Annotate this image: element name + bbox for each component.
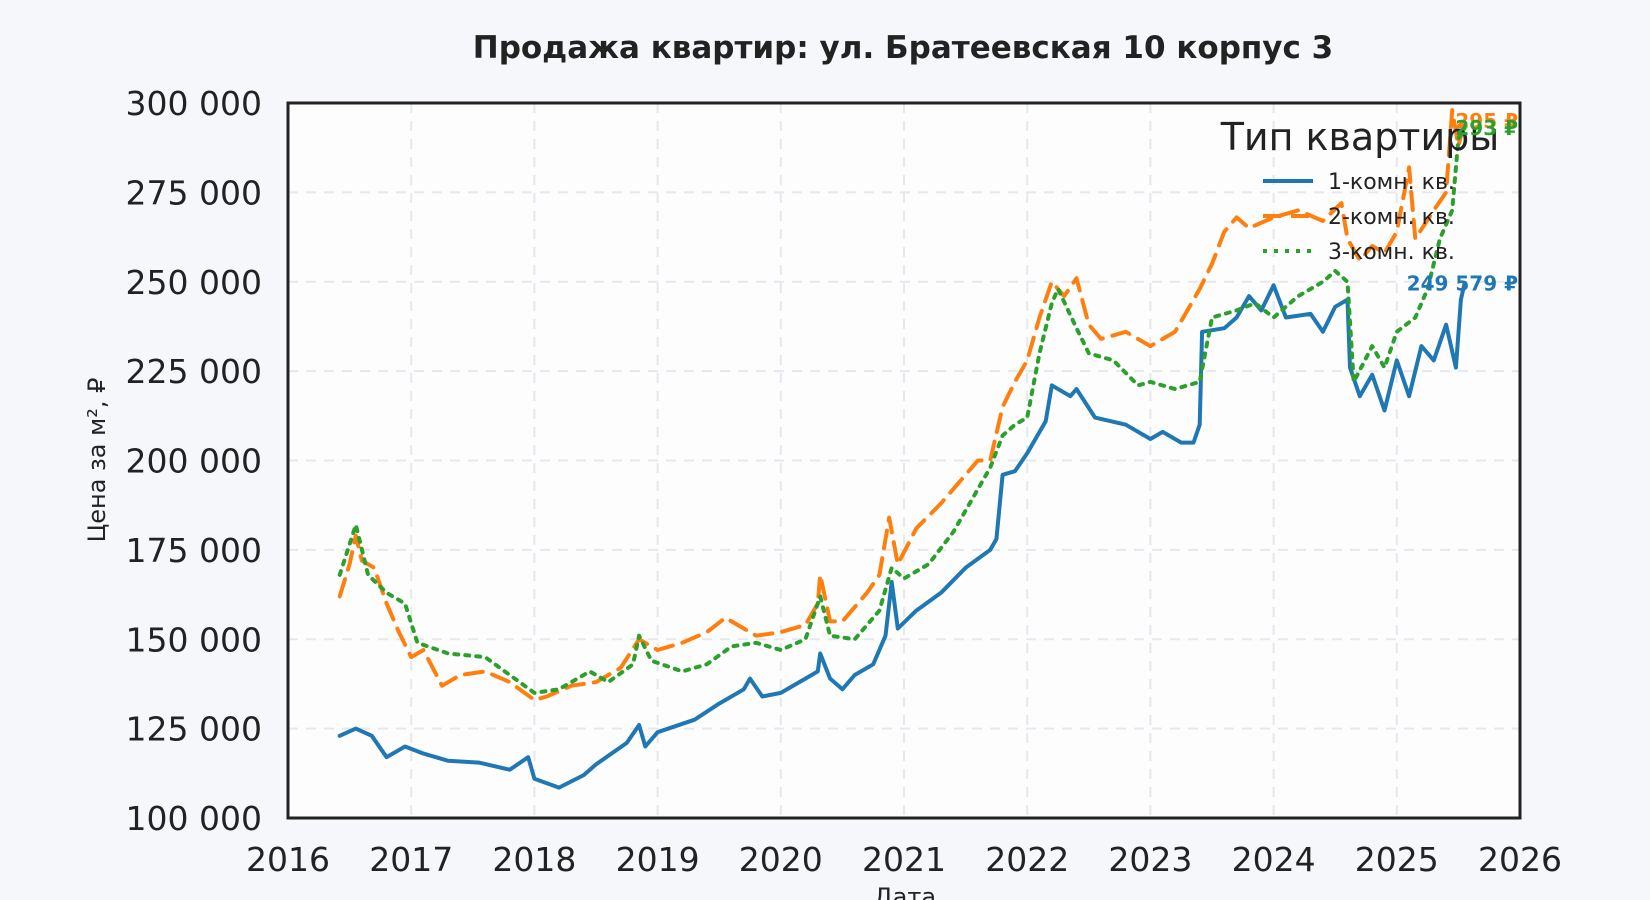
x-tick-label: 2017 <box>369 840 453 879</box>
legend-title: Тип квартиры <box>1220 115 1500 159</box>
x-tick-labels: 2016 2017 2018 2019 2020 2021 2022 2023 2024 2025… <box>246 840 1562 879</box>
y-tick-label: 150 000 <box>126 620 262 659</box>
x-tick-label: 2026 <box>1478 840 1562 879</box>
legend-label-2: 2-комн. кв. <box>1328 205 1455 230</box>
y-tick-label: 300 000 <box>126 84 262 123</box>
plot-frame <box>286 101 1522 820</box>
y-tick-label: 100 000 <box>126 799 262 838</box>
x-tick-label: 2020 <box>739 840 823 879</box>
chart-title: Продажа квартир: ул. Братеевская 10 корп… <box>473 30 1334 66</box>
y-tick-label: 275 000 <box>126 173 262 212</box>
legend-label-1: 1-комн. кв. <box>1328 170 1455 195</box>
legend-label-3: 3-комн. кв. <box>1328 240 1455 265</box>
last-value-label-2: 295 ₽ <box>1455 109 1518 133</box>
y-tick-labels: 100 000 125 000 150 000 175 000 200 000 225 0… <box>126 84 262 838</box>
x-tick-label: 2025 <box>1355 840 1439 879</box>
last-value-label-1: 249 579 ₽ <box>1407 271 1518 295</box>
series-layer <box>337 108 1467 790</box>
x-tick-label: 2022 <box>985 840 1069 879</box>
y-tick-label: 225 000 <box>126 352 262 391</box>
y-tick-label: 175 000 <box>126 531 262 570</box>
x-tick-label: 2021 <box>862 840 946 879</box>
series-line-2 <box>337 108 1467 702</box>
y-axis-label: Цена за м², ₽ <box>83 378 111 543</box>
last-value-labels: 249 579 ₽ 295 ₽293 ₽ <box>1407 109 1518 295</box>
x-tick-label: 2023 <box>1108 840 1192 879</box>
x-tick-label: 2016 <box>246 840 330 879</box>
x-tick-label: 2019 <box>616 840 700 879</box>
y-tick-label: 125 000 <box>126 710 262 749</box>
y-tick-label: 250 000 <box>126 263 262 302</box>
y-tick-label: 200 000 <box>126 442 262 481</box>
series-line-1 <box>337 281 1467 790</box>
last-value-label-3: 293 ₽ <box>1455 116 1518 140</box>
x-tick-label: 2018 <box>492 840 576 879</box>
x-tick-label: 2024 <box>1232 840 1316 879</box>
series-line-3 <box>337 126 1467 695</box>
x-axis-label: Дата <box>874 883 936 900</box>
legend: Тип квартиры 1-комн. кв. 2-комн. кв. 3-ком… <box>1220 115 1500 265</box>
